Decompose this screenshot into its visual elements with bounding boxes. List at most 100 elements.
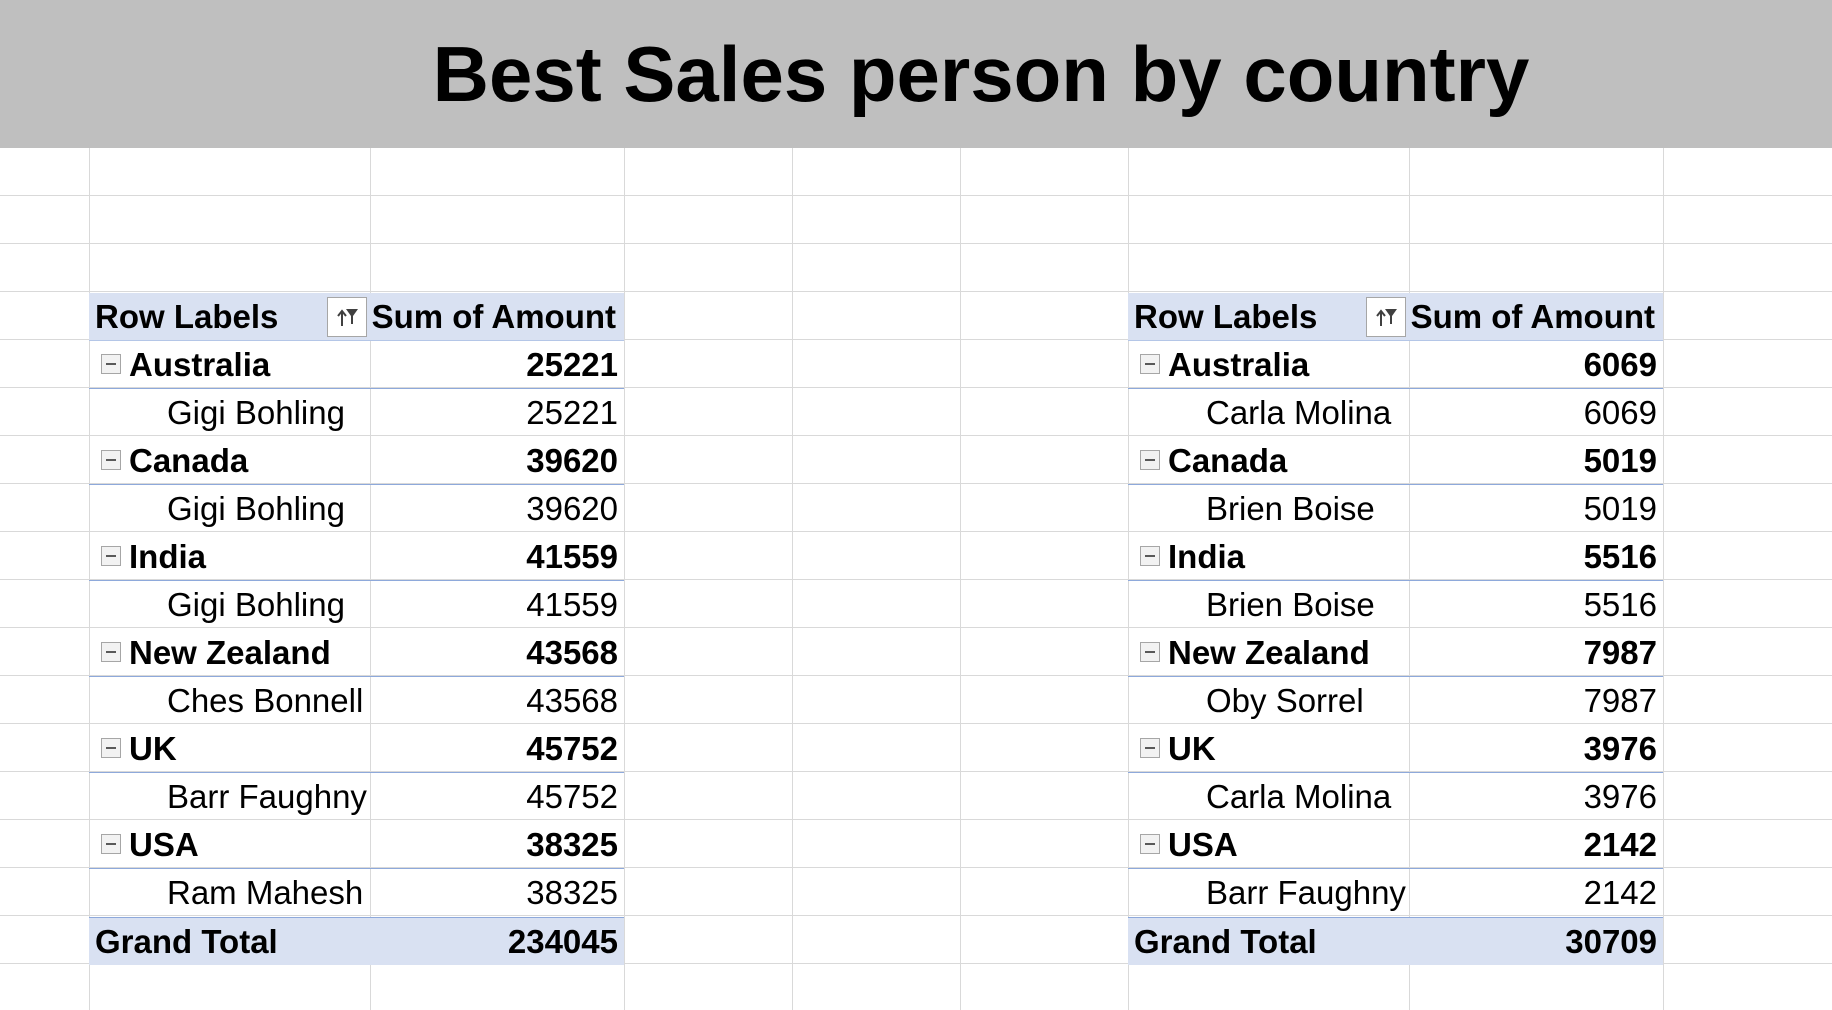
person-label: Carla Molina xyxy=(1206,778,1392,815)
person-label: Brien Boise xyxy=(1206,586,1375,623)
country-row[interactable]: Canada 39620 xyxy=(89,437,624,485)
worksheet-grid[interactable] xyxy=(0,148,1832,1010)
person-row[interactable]: Brien Boise 5019 xyxy=(1128,485,1663,533)
sheet-title[interactable]: Best Sales person by country xyxy=(432,29,1530,118)
grand-total-row[interactable]: Grand Total 234045 xyxy=(89,917,624,965)
person-row[interactable]: Gigi Bohling 41559 xyxy=(89,581,624,629)
grid-column-line xyxy=(1409,148,1410,1010)
person-label: Barr Faughny xyxy=(167,778,367,815)
person-amount: 5516 xyxy=(1583,586,1657,623)
person-amount: 25221 xyxy=(526,394,618,431)
person-amount: 39620 xyxy=(526,490,618,527)
country-label: Canada xyxy=(129,441,249,479)
person-row[interactable]: Gigi Bohling 25221 xyxy=(89,389,624,437)
country-label: UK xyxy=(129,729,177,767)
collapse-minus-icon[interactable] xyxy=(1140,546,1160,566)
grid-column-line xyxy=(1663,148,1664,1010)
country-row[interactable]: Canada 5019 xyxy=(1128,437,1663,485)
grand-total-value: 234045 xyxy=(507,922,618,960)
collapse-minus-icon[interactable] xyxy=(1140,834,1160,854)
country-total: 39620 xyxy=(526,441,618,479)
person-label: Ram Mahesh xyxy=(167,874,364,911)
collapse-minus-icon[interactable] xyxy=(1140,642,1160,662)
person-label: Gigi Bohling xyxy=(167,394,345,431)
row-labels-header[interactable]: Row Labels xyxy=(1134,297,1318,335)
person-label: Ches Bonnell xyxy=(167,682,364,719)
sort-filter-icon[interactable] xyxy=(327,297,367,337)
person-row[interactable]: Ches Bonnell 43568 xyxy=(89,677,624,725)
person-amount: 38325 xyxy=(526,874,618,911)
row-labels-header[interactable]: Row Labels xyxy=(95,297,279,335)
person-row[interactable]: Gigi Bohling 39620 xyxy=(89,485,624,533)
grid-column-line xyxy=(89,148,90,1010)
country-label: Australia xyxy=(129,345,271,383)
country-label: USA xyxy=(129,825,199,863)
country-total: 41559 xyxy=(526,537,618,575)
pivot-header-row: Row Labels Sum of Amount xyxy=(89,293,624,341)
person-row[interactable]: Barr Faughny 2142 xyxy=(1128,869,1663,917)
sum-of-amount-header[interactable]: Sum of Amount xyxy=(371,297,616,335)
collapse-minus-icon[interactable] xyxy=(1140,354,1160,374)
country-total: 43568 xyxy=(526,633,618,671)
grid-column-line xyxy=(1128,148,1129,1010)
country-total: 6069 xyxy=(1583,345,1657,383)
country-label: Australia xyxy=(1168,345,1310,383)
country-label: New Zealand xyxy=(1168,633,1370,671)
country-row[interactable]: New Zealand 43568 xyxy=(89,629,624,677)
person-label: Carla Molina xyxy=(1206,394,1392,431)
grand-total-label: Grand Total xyxy=(95,922,278,960)
country-row[interactable]: India 41559 xyxy=(89,533,624,581)
person-amount: 2142 xyxy=(1583,874,1657,911)
collapse-minus-icon[interactable] xyxy=(101,450,121,470)
country-total: 38325 xyxy=(526,825,618,863)
grand-total-label: Grand Total xyxy=(1134,922,1317,960)
country-row[interactable]: Australia 25221 xyxy=(89,341,624,389)
country-row[interactable]: New Zealand 7987 xyxy=(1128,629,1663,677)
collapse-minus-icon[interactable] xyxy=(101,642,121,662)
person-amount: 45752 xyxy=(526,778,618,815)
person-label: Barr Faughny xyxy=(1206,874,1406,911)
grid-column-line xyxy=(960,148,961,1010)
person-amount: 7987 xyxy=(1583,682,1657,719)
country-total: 3976 xyxy=(1583,729,1657,767)
sort-filter-icon[interactable] xyxy=(1366,297,1406,337)
country-row[interactable]: Australia 6069 xyxy=(1128,341,1663,389)
grand-total-row[interactable]: Grand Total 30709 xyxy=(1128,917,1663,965)
grid-column-line xyxy=(370,148,371,1010)
collapse-minus-icon[interactable] xyxy=(1140,738,1160,758)
person-row[interactable]: Carla Molina 3976 xyxy=(1128,773,1663,821)
sum-of-amount-header[interactable]: Sum of Amount xyxy=(1410,297,1655,335)
country-label: Canada xyxy=(1168,441,1288,479)
country-total: 25221 xyxy=(526,345,618,383)
collapse-minus-icon[interactable] xyxy=(101,354,121,374)
country-total: 5019 xyxy=(1583,441,1657,479)
country-label: New Zealand xyxy=(129,633,331,671)
person-amount: 43568 xyxy=(526,682,618,719)
grand-total-value: 30709 xyxy=(1565,922,1657,960)
person-row[interactable]: Carla Molina 6069 xyxy=(1128,389,1663,437)
country-row[interactable]: USA 2142 xyxy=(1128,821,1663,869)
person-row[interactable]: Oby Sorrel 7987 xyxy=(1128,677,1663,725)
collapse-minus-icon[interactable] xyxy=(101,546,121,566)
country-row[interactable]: India 5516 xyxy=(1128,533,1663,581)
person-row[interactable]: Brien Boise 5516 xyxy=(1128,581,1663,629)
person-label: Gigi Bohling xyxy=(167,586,345,623)
person-row[interactable]: Barr Faughny 45752 xyxy=(89,773,624,821)
pivot-header-row: Row Labels Sum of Amount xyxy=(1128,293,1663,341)
country-row[interactable]: UK 45752 xyxy=(89,725,624,773)
collapse-minus-icon[interactable] xyxy=(101,834,121,854)
country-label: UK xyxy=(1168,729,1216,767)
collapse-minus-icon[interactable] xyxy=(101,738,121,758)
country-row[interactable]: USA 38325 xyxy=(89,821,624,869)
pivot-table-left: Row Labels Sum of Amount Australia 25221… xyxy=(89,293,624,965)
country-label: India xyxy=(129,537,207,575)
person-row[interactable]: Ram Mahesh 38325 xyxy=(89,869,624,917)
grid-column-line xyxy=(624,148,625,1010)
country-total: 7987 xyxy=(1583,633,1657,671)
country-label: India xyxy=(1168,537,1246,575)
collapse-minus-icon[interactable] xyxy=(1140,450,1160,470)
country-total: 5516 xyxy=(1583,537,1657,575)
country-row[interactable]: UK 3976 xyxy=(1128,725,1663,773)
pivot-table-right: Row Labels Sum of Amount Australia 6069 … xyxy=(1128,293,1663,965)
title-banner: Best Sales person by country xyxy=(0,0,1832,148)
